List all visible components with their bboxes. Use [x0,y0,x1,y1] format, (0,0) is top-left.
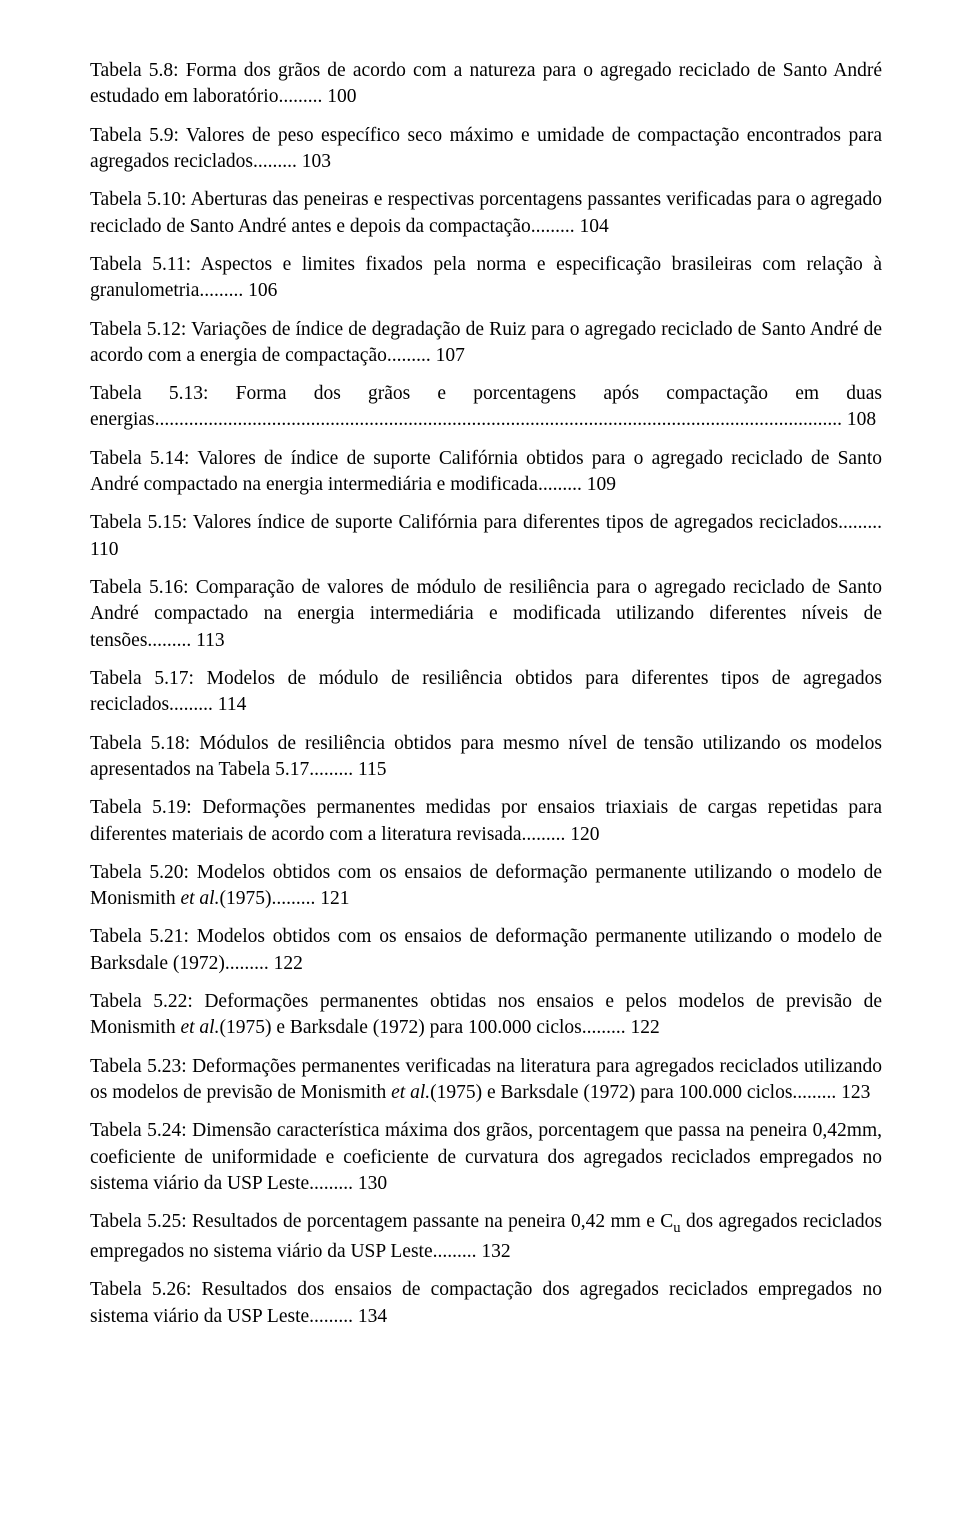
dot-leader: ......... [838,512,882,533]
dot-leader: ......... [582,1017,631,1038]
dot-leader: ......... [309,759,358,780]
dot-leader: ......... [309,1306,358,1327]
dot-leader: ......... [199,280,248,301]
toc-entry: Tabela 5.9: Valores de peso específico s… [90,123,882,176]
toc-entry: Tabela 5.15: Valores índice de suporte C… [90,510,882,563]
entry-text-post: (1975) [219,888,271,909]
toc-entry: Tabela 5.13: Forma dos grãos e porcentag… [90,381,882,434]
page-number: 104 [579,216,608,237]
toc-entry: Tabela 5.10: Aberturas das peneiras e re… [90,187,882,240]
entry-text: Tabela 5.21: Modelos obtidos com os ensa… [90,926,882,973]
page-number: 120 [570,824,599,845]
toc-entry: Tabela 5.21: Modelos obtidos com os ensa… [90,924,882,977]
dot-leader: ......... [433,1241,482,1262]
toc-entry: Tabela 5.16: Comparação de valores de mó… [90,575,882,654]
entry-text: Tabela 5.9: Valores de peso específico s… [90,125,882,172]
entry-subscript: u [673,1220,680,1236]
entry-text: Tabela 5.8: Forma dos grãos de acordo co… [90,60,882,107]
entry-text: Tabela 5.26: Resultados dos ensaios de c… [90,1279,882,1326]
page-number: 109 [587,474,616,495]
entry-text: Tabela 5.10: Aberturas das peneiras e re… [90,189,882,236]
entry-text: Tabela 5.19: Deformações permanentes med… [90,797,882,844]
toc-entry: Tabela 5.11: Aspectos e limites fixados … [90,252,882,305]
page-number: 122 [631,1017,660,1038]
dot-leader: ......... [147,630,196,651]
page-number: 123 [841,1082,870,1103]
page-number: 130 [358,1173,387,1194]
toc-entry: Tabela 5.26: Resultados dos ensaios de c… [90,1277,882,1330]
page-number: 134 [358,1306,387,1327]
toc-entry: Tabela 5.22: Deformações permanentes obt… [90,989,882,1042]
page-number: 122 [274,953,303,974]
dot-leader: ......... [169,694,218,715]
dot-leader: ........................................… [155,409,847,430]
toc-entry: Tabela 5.19: Deformações permanentes med… [90,795,882,848]
toc-entry: Tabela 5.23: Deformações permanentes ver… [90,1054,882,1107]
page-number: 103 [302,151,331,172]
entry-italic: et al. [391,1082,430,1103]
dot-leader: ......... [387,345,436,366]
toc-entry: Tabela 5.25: Resultados de porcentagem p… [90,1209,882,1265]
dot-leader: ......... [278,86,327,107]
dot-leader: ......... [792,1082,841,1103]
entry-text: Tabela 5.14: Valores de índice de suport… [90,448,882,495]
dot-leader: ......... [309,1173,358,1194]
dot-leader: ......... [538,474,587,495]
entry-text: Tabela 5.12: Variações de índice de degr… [90,319,882,366]
entry-text-post: (1975) e Barksdale (1972) para 100.000 c… [430,1082,792,1103]
entry-text-post: (1975) e Barksdale (1972) para 100.000 c… [219,1017,581,1038]
entry-text: Tabela 5.18: Módulos de resiliência obti… [90,733,882,780]
toc-entry: Tabela 5.12: Variações de índice de degr… [90,317,882,370]
page-number: 110 [90,539,119,560]
entry-text: Tabela 5.25: Resultados de porcentagem p… [90,1211,673,1232]
page-number: 113 [196,630,225,651]
dot-leader: ......... [271,888,320,909]
entry-text: Tabela 5.24: Dimensão característica máx… [90,1120,882,1194]
page-number: 106 [248,280,277,301]
toc-list: Tabela 5.8: Forma dos grãos de acordo co… [90,58,882,1330]
page-number: 115 [358,759,387,780]
toc-entry: Tabela 5.18: Módulos de resiliência obti… [90,731,882,784]
page-number: 107 [436,345,465,366]
toc-entry: Tabela 5.14: Valores de índice de suport… [90,446,882,499]
toc-entry: Tabela 5.24: Dimensão característica máx… [90,1118,882,1197]
entry-italic: et al. [180,888,219,909]
dot-leader: ......... [225,953,274,974]
toc-entry: Tabela 5.8: Forma dos grãos de acordo co… [90,58,882,111]
page-number: 108 [847,409,876,430]
page-number: 100 [327,86,356,107]
entry-text: Tabela 5.15: Valores índice de suporte C… [90,512,838,533]
page-number: 132 [481,1241,510,1262]
page-number: 121 [320,888,349,909]
toc-entry: Tabela 5.20: Modelos obtidos com os ensa… [90,860,882,913]
dot-leader: ......... [522,824,571,845]
entry-italic: et al. [180,1017,219,1038]
page-container: Tabela 5.8: Forma dos grãos de acordo co… [0,0,960,1521]
toc-entry: Tabela 5.17: Modelos de módulo de resili… [90,666,882,719]
dot-leader: ......... [253,151,302,172]
dot-leader: ......... [531,216,580,237]
page-number: 114 [218,694,247,715]
